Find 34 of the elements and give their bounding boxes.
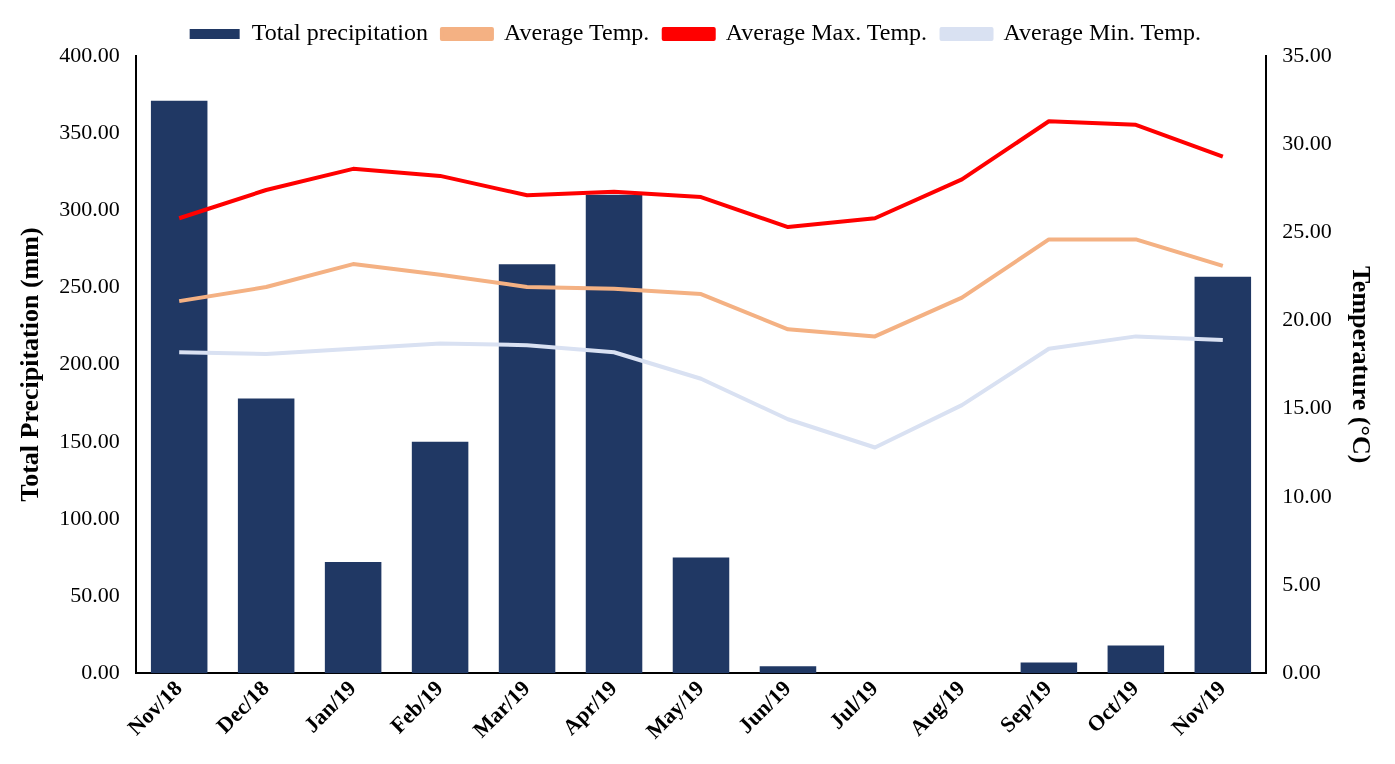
y-tick-label: 200.00	[59, 350, 120, 376]
y-axis-title: Total Precipitation (mm)	[15, 227, 45, 502]
legend-label: Average Temp.	[503, 19, 650, 46]
bar	[1107, 645, 1165, 674]
y2-tick-label: 5.00	[1282, 570, 1321, 596]
bar	[411, 441, 469, 674]
bar	[585, 194, 643, 674]
y-tick-label: 300.00	[59, 196, 120, 222]
y2-axis-title: Temperature (°C)	[1346, 265, 1376, 464]
y-tick-label: 350.00	[59, 118, 120, 144]
legend-label: Average Max. Temp.	[725, 19, 928, 46]
y2-tick-label: 25.00	[1282, 218, 1332, 244]
y2-tick-label: 10.00	[1282, 482, 1332, 508]
y-tick-label: 150.00	[59, 427, 120, 453]
y2-tick-label: 30.00	[1282, 129, 1332, 155]
bar	[324, 562, 382, 674]
bar	[1020, 662, 1078, 674]
y2-tick-label: 0.00	[1282, 659, 1321, 684]
y-tick-label: 100.00	[59, 504, 120, 530]
bar	[150, 100, 208, 674]
y2-tick-label: 20.00	[1282, 306, 1332, 332]
bar	[498, 264, 556, 674]
bar	[672, 557, 730, 674]
y-tick-label: 0.00	[81, 659, 120, 684]
y2-tick-label: 15.00	[1282, 394, 1332, 420]
legend-label: Total precipitation	[251, 19, 428, 46]
y-tick-label: 250.00	[59, 273, 120, 299]
legend-label: Average Min. Temp.	[1003, 19, 1201, 46]
y-tick-label: 400.00	[59, 41, 120, 67]
bar	[1194, 276, 1252, 674]
bar	[237, 398, 295, 674]
y2-tick-label: 35.00	[1282, 41, 1332, 67]
bar	[759, 666, 817, 674]
y-tick-label: 50.00	[70, 581, 120, 607]
